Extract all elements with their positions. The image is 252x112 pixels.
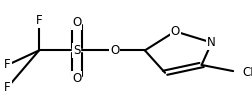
Text: O: O: [72, 16, 81, 29]
Text: N: N: [207, 36, 216, 49]
Text: CH₃: CH₃: [242, 66, 252, 79]
Text: O: O: [171, 25, 180, 38]
Text: O: O: [72, 72, 81, 85]
Text: F: F: [4, 58, 11, 71]
Text: F: F: [4, 81, 11, 94]
Text: O: O: [110, 44, 119, 57]
Text: S: S: [73, 44, 81, 57]
Text: F: F: [36, 14, 42, 27]
